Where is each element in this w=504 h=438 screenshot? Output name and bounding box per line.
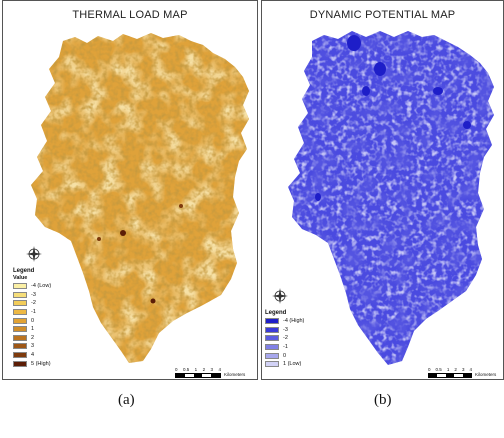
dynamic-legend: Legend -4 (High) -3 -2 -1 0 1 (Low)	[265, 310, 304, 369]
legend-swatch	[13, 334, 27, 341]
legend-swatch	[265, 326, 279, 333]
legend-title: Legend	[265, 310, 287, 316]
scale-tick-label: 1	[446, 367, 450, 372]
caption-b: (b)	[374, 392, 392, 408]
scale-tick-label: 1	[194, 367, 198, 372]
scale-tick-label: 4	[469, 367, 472, 372]
scale-tick-label: 3	[210, 367, 214, 372]
caption-a: (a)	[118, 392, 135, 408]
legend-subtitle: Value	[13, 275, 28, 281]
legend-swatch	[13, 283, 27, 290]
legend-item: -4 (Low)	[13, 282, 51, 291]
legend-swatch	[13, 300, 27, 307]
thermal-load-map	[31, 33, 249, 363]
legend-label: 4	[31, 352, 35, 359]
scale-tick-label: 3	[461, 367, 465, 372]
legend-item: -2	[265, 334, 304, 343]
legend-swatch	[13, 291, 27, 298]
legend-label: 3	[31, 343, 35, 350]
legend-label: 0	[31, 317, 35, 324]
legend-item: 5 (High)	[13, 359, 51, 368]
scale-tick-label: 0.5	[435, 367, 442, 372]
scale-tick-label: 0	[175, 367, 178, 372]
legend-label: -2	[31, 300, 36, 307]
thermal-load-map-panel: THERMAL LOAD MAP	[2, 0, 258, 380]
legend-swatch	[265, 352, 279, 359]
legend-swatch	[13, 352, 27, 359]
legend-item: 1 (Low)	[265, 360, 304, 369]
legend-label: 1	[31, 326, 35, 333]
legend-swatch	[13, 309, 27, 316]
legend-swatch	[13, 317, 27, 324]
scale-unit: Kilometers	[475, 372, 497, 377]
legend-label: -1	[31, 309, 36, 316]
legend-swatch	[265, 344, 279, 351]
legend-item: -2	[13, 299, 51, 308]
legend-swatch	[13, 360, 27, 367]
legend-item: -3	[265, 326, 304, 335]
legend-item: 0	[13, 316, 51, 325]
legend-swatch	[13, 326, 27, 333]
legend-swatch	[13, 343, 27, 350]
scale-unit: Kilometers	[224, 372, 246, 377]
legend-item: -1	[13, 308, 51, 317]
legend-label: -3	[283, 326, 288, 333]
dynamic-potential-map	[288, 31, 494, 365]
legend-label: -4 (High)	[283, 318, 305, 325]
legend-item: -1	[265, 343, 304, 352]
legend-item: -3	[13, 291, 51, 300]
thermal-legend: Legend Value -4 (Low) -3 -2 -1 0 1 2 3 4 5 (High)	[13, 268, 51, 368]
legend-item: 1	[13, 325, 51, 334]
legend-swatch	[265, 318, 279, 325]
map-title: THERMAL LOAD MAP	[72, 9, 188, 21]
legend-label: -4 (Low)	[31, 283, 52, 290]
legend-item: 2	[13, 334, 51, 343]
legend-item: 4	[13, 351, 51, 360]
dynamic-potential-map-panel: DYNAMIC POTENTIAL MAP	[261, 0, 504, 380]
scale-bar: 0 0.5 1 2 3 4	[175, 367, 221, 378]
legend-label: 2	[31, 334, 35, 341]
legend-label: -3	[31, 291, 36, 298]
scale-tick-label: 2	[454, 367, 457, 372]
legend-item: 0	[265, 351, 304, 360]
scale-tick-label: 4	[218, 367, 221, 372]
compass-rose-icon	[26, 246, 42, 262]
map-title: DYNAMIC POTENTIAL MAP	[309, 9, 456, 21]
legend-label: -1	[283, 344, 288, 351]
legend-label: 1 (Low)	[283, 361, 302, 368]
legend-swatch	[265, 335, 279, 342]
scale-tick-label: 0	[428, 367, 431, 372]
scale-tick-label: 0.5	[182, 367, 190, 372]
legend-label: 5 (High)	[31, 360, 51, 367]
legend-label: -2	[283, 335, 288, 342]
compass-rose-icon	[272, 288, 288, 304]
legend-title: Legend	[13, 268, 35, 274]
scale-bar: 0 0.5 1 2 3 4	[428, 367, 472, 378]
legend-swatch	[265, 361, 279, 368]
legend-label: 0	[283, 352, 287, 359]
scale-tick-label: 2	[202, 367, 206, 372]
legend-item: -4 (High)	[265, 317, 304, 326]
legend-item: 3	[13, 342, 51, 351]
